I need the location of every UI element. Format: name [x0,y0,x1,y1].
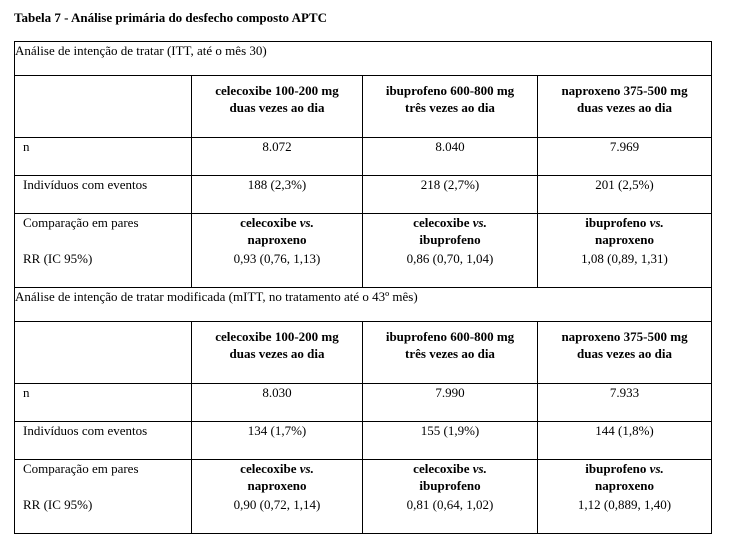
comparison-drug-b: naproxeno [595,232,655,247]
n-value: 8.030 [191,383,363,422]
column-header-row: celecoxibe 100-200 mg duas vezes ao dia ib… [14,321,713,384]
row-label: n [14,383,192,422]
comparison-drug-b: ibuprofeno [419,478,481,493]
column-header: celecoxibe 100-200 mg duas vezes ao dia [191,321,363,384]
rr-value: 0,93 (0,76, 1,13) [191,250,363,288]
n-value: 7.969 [536,137,713,176]
comparison-drug-b: naproxeno [247,478,307,493]
comparison-vs: vs. [472,461,487,476]
n-value: 7.933 [536,383,713,422]
row-label: Indivíduos com eventos [14,175,192,214]
comparison-cell: ibuprofeno vs. naproxeno [536,213,713,250]
row-label: Comparação em pares [14,213,192,250]
section-title: Análise de intenção de tratar (ITT, até … [13,41,713,76]
column-header-line: duas vezes ao dia [229,346,325,361]
comparison-drug-a: ibuprofeno [585,461,647,476]
column-header-line: naproxeno 375-500 mg [561,329,688,344]
comparison-drug-b: ibuprofeno [419,232,481,247]
column-header-line: duas vezes ao dia [229,100,325,115]
header-blank-cell [14,321,192,384]
comparison-drug-b: naproxeno [595,478,655,493]
rr-value: 1,08 (0,89, 1,31) [536,250,713,288]
comparison-line: celecoxibe vs. [363,460,537,477]
column-header-line: duas vezes ao dia [577,100,672,115]
column-header-line: ibuprofeno 600-800 mg [385,83,515,98]
column-header-line: ibuprofeno 600-800 mg [385,329,515,344]
events-row: Indivíduos com eventos 188 (2,3%) 218 (2,7… [14,175,713,214]
comparison-vs: vs. [299,215,314,230]
column-header: naproxeno 375-500 mg duas vezes ao dia [536,321,713,384]
events-value: 201 (2,5%) [536,175,713,214]
comparison-vs: vs. [649,461,664,476]
n-value: 8.072 [191,137,363,176]
comparison-line: celecoxibe vs. [363,214,537,231]
rr-row: RR (IC 95%) 0,90 (0,72, 1,14) 0,81 (0,64, … [14,496,713,534]
table-body: Análise de intenção de tratar (ITT, até … [13,41,713,534]
events-value: 134 (1,7%) [191,421,363,460]
comparison-cell: celecoxibe vs. ibuprofeno [362,213,538,250]
comparison-drug-a: celecoxibe [413,215,470,230]
column-header: celecoxibe 100-200 mg duas vezes ao dia [191,75,363,138]
column-header: ibuprofeno 600-800 mg três vezes ao dia [362,321,538,384]
comparison-drug-a: ibuprofeno [585,215,647,230]
row-label: n [14,137,192,176]
column-header-line: celecoxibe 100-200 mg [215,83,339,98]
row-label: Indivíduos com eventos [14,421,192,460]
header-blank-cell [14,75,192,138]
rr-row: RR (IC 95%) 0,93 (0,76, 1,13) 0,86 (0,70, … [14,250,713,288]
column-header-line: celecoxibe 100-200 mg [215,329,339,344]
section-title: Análise de intenção de tratar modificada… [13,287,713,322]
column-header-line: três vezes ao dia [405,346,495,361]
comparison-row: Comparação em pares celecoxibe vs. naproxe… [14,213,713,250]
comparison-line: celecoxibe vs. [192,214,362,231]
events-value: 144 (1,8%) [536,421,713,460]
column-header-line: naproxeno 375-500 mg [561,83,688,98]
table-caption: Tabela 7 - Análise primária do desfecho … [14,10,327,25]
comparison-line: ibuprofeno vs. [538,214,711,231]
column-header: naproxeno 375-500 mg duas vezes ao dia [536,75,713,138]
rr-value: 0,81 (0,64, 1,02) [362,496,538,534]
section-title-row: Análise de intenção de tratar (ITT, até … [13,41,713,76]
results-table: Análise de intenção de tratar (ITT, até … [13,41,713,534]
n-value: 8.040 [362,137,538,176]
comparison-line: ibuprofeno vs. [538,460,711,477]
comparison-drug-a: celecoxibe [240,215,297,230]
column-header-line: duas vezes ao dia [577,346,672,361]
n-row: n 8.072 8.040 7.969 [14,137,713,176]
comparison-row: Comparação em pares celecoxibe vs. naproxe… [14,459,713,496]
comparison-vs: vs. [299,461,314,476]
row-label: Comparação em pares [14,459,192,496]
rr-value: 0,90 (0,72, 1,14) [191,496,363,534]
n-value: 7.990 [362,383,538,422]
comparison-cell: ibuprofeno vs. naproxeno [536,459,713,496]
row-label: RR (IC 95%) [14,496,192,534]
events-value: 218 (2,7%) [362,175,538,214]
comparison-cell: celecoxibe vs. naproxeno [191,213,363,250]
n-row: n 8.030 7.990 7.933 [14,383,713,422]
column-header: ibuprofeno 600-800 mg três vezes ao dia [362,75,538,138]
comparison-drug-a: celecoxibe [240,461,297,476]
row-label: RR (IC 95%) [14,250,192,288]
events-value: 155 (1,9%) [362,421,538,460]
events-value: 188 (2,3%) [191,175,363,214]
comparison-cell: celecoxibe vs. naproxeno [191,459,363,496]
comparison-line: celecoxibe vs. [192,460,362,477]
rr-value: 0,86 (0,70, 1,04) [362,250,538,288]
comparison-vs: vs. [472,215,487,230]
comparison-cell: celecoxibe vs. ibuprofeno [362,459,538,496]
rr-value: 1,12 (0,889, 1,40) [536,496,713,534]
comparison-drug-b: naproxeno [247,232,307,247]
events-row: Indivíduos com eventos 134 (1,7%) 155 (1,9… [14,421,713,460]
column-header-row: celecoxibe 100-200 mg duas vezes ao dia ib… [14,75,713,138]
comparison-vs: vs. [649,215,664,230]
column-header-line: três vezes ao dia [405,100,495,115]
section-title-row: Análise de intenção de tratar modificada… [13,287,713,322]
comparison-drug-a: celecoxibe [413,461,470,476]
